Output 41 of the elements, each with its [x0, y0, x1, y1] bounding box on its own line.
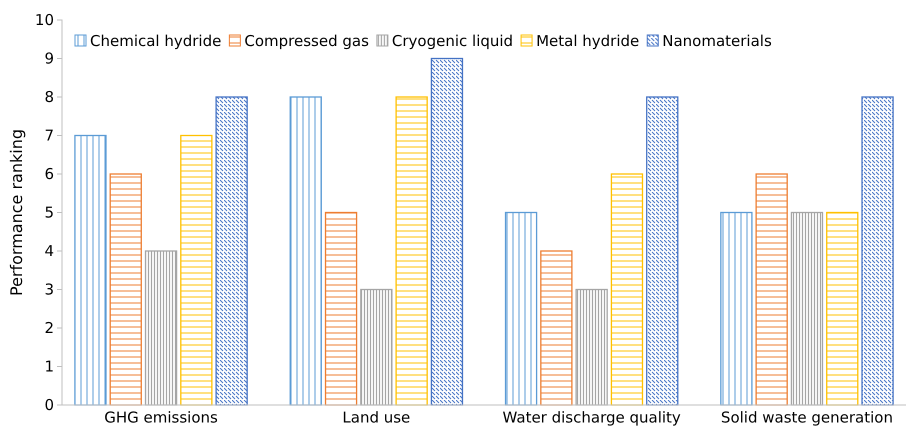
y-tick-label: 10 — [34, 10, 54, 29]
bar — [610, 173, 644, 406]
bar — [861, 96, 894, 406]
y-tick-label: 6 — [44, 164, 54, 183]
y-tick-label: 5 — [44, 203, 54, 222]
bar — [646, 96, 678, 406]
bar — [720, 212, 753, 406]
bar — [324, 212, 358, 406]
y-tick-label: 1 — [44, 357, 54, 376]
bar — [360, 288, 393, 406]
bar — [504, 212, 538, 406]
y-axis-title: Performance ranking — [7, 128, 26, 296]
bar — [540, 250, 573, 406]
legend-label: Cryogenic liquid — [392, 32, 514, 50]
bar — [110, 173, 142, 406]
x-tick-label: Water discharge quality — [502, 408, 681, 427]
y-tick-label: 3 — [44, 280, 54, 298]
bar — [395, 96, 428, 406]
bar — [290, 96, 322, 406]
legend-label: Chemical hydride — [90, 32, 222, 50]
y-tick-label: 9 — [44, 49, 54, 68]
y-tick-label: 8 — [44, 88, 54, 106]
y-tick-label: 7 — [44, 126, 54, 144]
x-tick-label: GHG emissions — [104, 408, 218, 427]
bar — [575, 288, 608, 406]
y-tick-label: 4 — [44, 242, 54, 260]
y-tick-label: 0 — [44, 396, 54, 414]
x-tick-label: Solid waste generation — [720, 408, 893, 427]
legend-label: Compressed gas — [244, 32, 370, 50]
y-tick-label: 2 — [44, 318, 54, 337]
legend-label: Metal hydride — [536, 32, 640, 50]
legend-label: Nanomaterials — [662, 32, 772, 50]
bar — [430, 58, 464, 406]
bar — [180, 134, 213, 406]
bar — [74, 134, 107, 406]
bar — [826, 212, 858, 406]
bar — [755, 173, 788, 406]
bar — [215, 96, 248, 406]
x-tick-label: Land use — [342, 408, 410, 427]
bar — [144, 250, 178, 406]
bar — [790, 212, 824, 406]
